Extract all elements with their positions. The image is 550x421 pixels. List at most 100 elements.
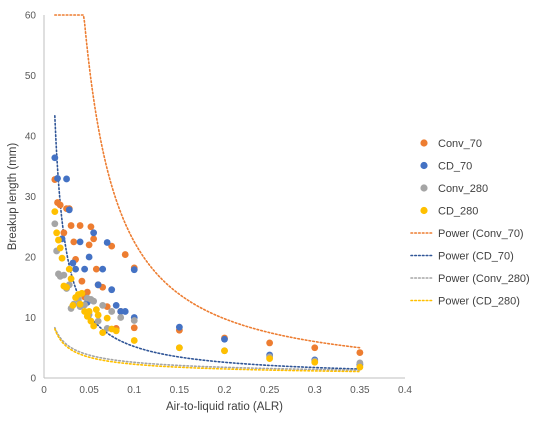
legend-label: CD_70 xyxy=(438,161,472,173)
data-point-conv-70 xyxy=(78,277,86,285)
data-point-cd-280 xyxy=(311,358,319,366)
data-point-cd-280 xyxy=(69,302,77,309)
y-tick-label: 20 xyxy=(25,253,37,264)
data-point-cd-70 xyxy=(121,308,129,315)
x-tick-label: 0 xyxy=(41,385,47,396)
data-point-cd-70 xyxy=(69,259,77,267)
data-point-cd-280 xyxy=(112,327,120,335)
data-point-cd-70 xyxy=(112,302,120,309)
data-point-cd-280 xyxy=(356,363,364,371)
data-point-cd-280 xyxy=(266,355,274,363)
data-point-conv-280 xyxy=(60,271,68,279)
data-point-conv-280 xyxy=(51,220,59,228)
data-point-cd-70 xyxy=(130,266,138,274)
data-point-conv-70 xyxy=(70,238,78,246)
x-tick-label: 0.1 xyxy=(127,385,141,396)
legend-label: CD_280 xyxy=(438,206,478,218)
trendline-1 xyxy=(54,14,361,349)
legend-label: Power (CD_280) xyxy=(438,296,520,308)
data-point-cd-70 xyxy=(108,286,116,294)
x-tick-label: 0.2 xyxy=(218,385,232,396)
y-tick-label: 60 xyxy=(25,11,37,22)
data-point-cd-280 xyxy=(92,306,100,314)
data-point-cd-70 xyxy=(63,175,70,183)
data-point-cd-70 xyxy=(81,265,89,273)
trendline-4 xyxy=(54,328,361,373)
data-point-cd-280 xyxy=(65,265,73,273)
data-point-cd-70 xyxy=(65,206,73,214)
data-point-conv-70 xyxy=(90,235,98,243)
y-tick-label: 10 xyxy=(25,313,37,324)
data-point-conv-70 xyxy=(83,288,91,296)
x-tick-label: 0.35 xyxy=(350,385,370,396)
data-point-cd-280 xyxy=(53,229,61,237)
data-point-conv-70 xyxy=(130,324,138,332)
data-point-cd-70 xyxy=(76,238,84,246)
data-point-conv-280 xyxy=(99,302,107,309)
legend-label: Power (Conv_70) xyxy=(438,228,524,240)
y-tick-label: 40 xyxy=(25,132,37,143)
legend-label: Conv_70 xyxy=(438,138,482,150)
data-point-conv-70 xyxy=(85,241,93,249)
data-point-cd-280 xyxy=(63,283,70,291)
x-tick-label: 0.4 xyxy=(398,385,412,396)
y-tick-label: 30 xyxy=(25,192,37,203)
x-tick-label: 0.3 xyxy=(308,385,322,396)
data-point-conv-70 xyxy=(266,339,274,347)
data-point-cd-70 xyxy=(94,281,102,289)
data-point-cd-280 xyxy=(221,347,228,355)
legend-label: Conv_280 xyxy=(438,183,488,195)
data-point-conv-280 xyxy=(117,314,125,321)
data-point-cd-280 xyxy=(67,275,75,283)
x-tick-label: 0.15 xyxy=(170,385,190,396)
data-point-cd-70 xyxy=(99,265,107,273)
legend-marker xyxy=(420,139,428,147)
trendline-3 xyxy=(54,326,361,371)
data-point-conv-70 xyxy=(92,265,100,273)
data-point-conv-70 xyxy=(356,349,364,356)
data-point-conv-70 xyxy=(67,222,75,229)
data-point-cd-280 xyxy=(55,236,62,244)
data-point-cd-70 xyxy=(72,265,79,273)
data-point-conv-70 xyxy=(60,229,68,237)
data-point-cd-280 xyxy=(85,308,93,315)
legend: Conv_70 CD_70 Conv_280 CD_280 Power (Conv_70… xyxy=(410,138,530,308)
legend-marker xyxy=(420,206,428,215)
y-tick-label: 50 xyxy=(25,71,37,82)
data-point-conv-70 xyxy=(311,344,319,352)
data-point-cd-70 xyxy=(51,154,59,162)
data-point-cd-280 xyxy=(58,254,66,262)
data-point-cd-280 xyxy=(103,314,111,322)
y-axis-ticks: 0 10 20 30 40 50 60 xyxy=(25,11,37,385)
legend-marker xyxy=(420,184,428,192)
legend-label: Power (CD_70) xyxy=(438,251,514,263)
data-point-cd-280 xyxy=(51,208,59,216)
data-point-conv-70 xyxy=(56,201,64,209)
data-point-conv-280 xyxy=(108,308,116,315)
data-point-conv-70 xyxy=(76,222,84,229)
data-point-cd-70 xyxy=(175,323,183,331)
data-point-cd-280 xyxy=(99,329,107,337)
data-point-cd-280 xyxy=(94,311,102,319)
x-tick-label: 0.25 xyxy=(260,385,280,396)
data-point-cd-280 xyxy=(76,300,84,308)
legend-marker xyxy=(420,161,428,170)
data-point-cd-280 xyxy=(78,289,86,297)
data-point-cd-280 xyxy=(130,337,138,344)
data-point-conv-280 xyxy=(130,317,138,324)
data-point-cd-280 xyxy=(175,344,183,352)
data-point-conv-280 xyxy=(94,317,102,325)
plot-area xyxy=(51,14,364,373)
x-axis-ticks: 0 0.05 0.1 0.15 0.2 0.25 0.3 0.35 0.4 xyxy=(41,385,412,396)
data-point-cd-70 xyxy=(85,253,93,261)
data-point-cd-70 xyxy=(90,229,98,237)
x-axis-title: Air-to-liquid ratio (ALR) xyxy=(166,401,283,413)
data-point-conv-70 xyxy=(108,242,116,250)
data-point-cd-70 xyxy=(54,174,61,182)
y-axis-title: Breakup length (mm) xyxy=(7,143,19,251)
data-point-conv-70 xyxy=(121,251,129,258)
x-tick-label: 0.05 xyxy=(79,385,99,396)
legend-label: Power (Conv_280) xyxy=(438,273,530,285)
y-tick-label: 0 xyxy=(30,374,36,385)
